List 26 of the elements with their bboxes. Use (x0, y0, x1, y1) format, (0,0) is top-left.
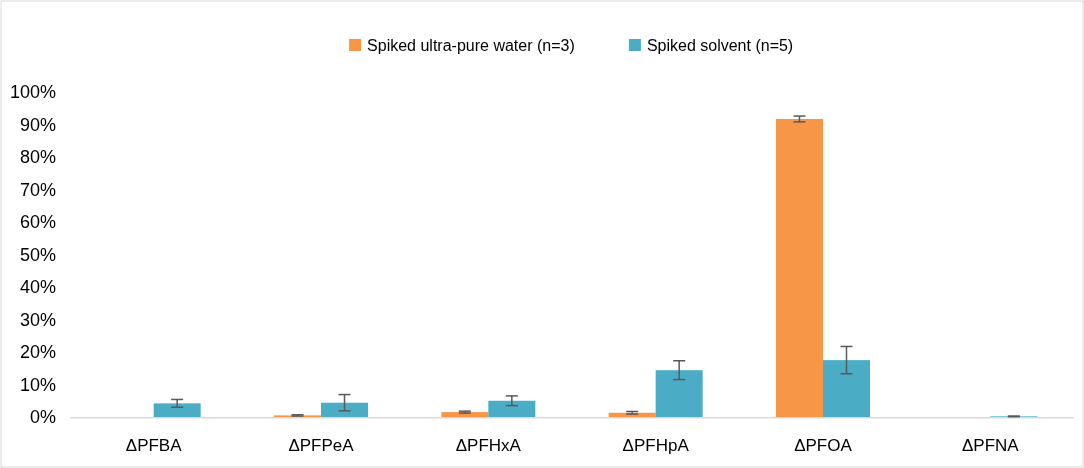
y-tick-label: 0% (29, 407, 56, 428)
y-tick-label: 80% (19, 147, 56, 168)
bar (488, 400, 536, 417)
bar (153, 403, 201, 417)
bar (441, 412, 489, 417)
x-tick-label: ΔPFBA (125, 435, 183, 455)
bar (655, 370, 703, 417)
bar (321, 402, 368, 417)
y-tick-label: 20% (19, 342, 56, 363)
y-tick-label: 40% (19, 277, 56, 298)
x-tick-label: ΔPFOA (794, 435, 853, 455)
legend-label: Spiked solvent (n=5) (646, 36, 794, 54)
bar (776, 118, 823, 417)
bar (823, 360, 870, 417)
y-tick-label: 100% (9, 82, 56, 103)
x-tick-label: ΔPFHpA (622, 435, 690, 455)
y-tick-label: 70% (19, 179, 56, 200)
y-tick-label: 60% (19, 212, 56, 233)
x-tick-label: ΔPFPeA (288, 435, 355, 455)
y-tick-label: 90% (19, 114, 56, 135)
y-tick-label: 30% (19, 309, 56, 330)
y-tick-label: 50% (19, 244, 56, 265)
x-tick-label: ΔPFHxA (455, 435, 522, 455)
y-tick-label: 10% (19, 374, 56, 395)
x-tick-label: ΔPFNA (961, 435, 1020, 455)
legend-label: Spiked ultra-pure water (n=3) (367, 36, 575, 54)
